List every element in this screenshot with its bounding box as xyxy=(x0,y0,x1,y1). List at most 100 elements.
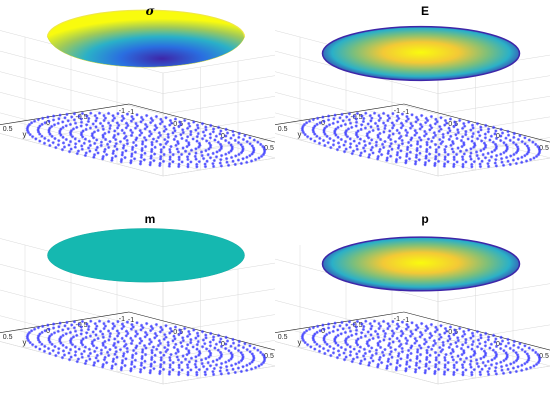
data-point xyxy=(171,339,175,343)
data-point xyxy=(72,112,77,116)
data-point xyxy=(142,158,146,162)
data-point xyxy=(480,367,484,371)
data-point xyxy=(103,324,108,328)
data-point xyxy=(140,357,144,361)
data-point xyxy=(425,143,429,147)
data-point xyxy=(363,143,367,147)
data-point xyxy=(472,349,476,353)
data-point xyxy=(462,141,466,145)
data-point xyxy=(159,117,163,121)
data-point xyxy=(425,348,429,353)
data-point xyxy=(147,134,152,138)
x-axis-line xyxy=(128,311,275,351)
data-point xyxy=(399,126,403,130)
data-point xyxy=(47,346,51,351)
data-point xyxy=(168,148,172,152)
data-point xyxy=(410,113,414,117)
data-point xyxy=(464,338,468,342)
data-point xyxy=(383,126,387,130)
data-point xyxy=(401,331,405,336)
data-point xyxy=(52,123,57,127)
data-point xyxy=(206,361,210,365)
data-point xyxy=(443,327,448,331)
data-point xyxy=(527,346,531,350)
data-point xyxy=(488,138,492,142)
data-point xyxy=(208,353,213,357)
data-point xyxy=(346,335,351,339)
data-point xyxy=(377,326,381,331)
data-point xyxy=(395,327,399,331)
data-point xyxy=(378,147,382,151)
data-point xyxy=(159,150,163,154)
data-point xyxy=(386,357,391,361)
data-point xyxy=(51,118,56,122)
data-point xyxy=(66,119,70,123)
data-point xyxy=(149,364,153,368)
data-point xyxy=(225,157,229,161)
data-point xyxy=(194,147,198,151)
data-point xyxy=(413,133,417,137)
data-point xyxy=(57,139,61,143)
data-point xyxy=(323,340,327,344)
data-point xyxy=(237,339,241,344)
data-point xyxy=(372,319,377,323)
data-point xyxy=(159,358,163,362)
data-point xyxy=(360,322,364,326)
data-point xyxy=(194,151,198,155)
data-point xyxy=(439,349,443,354)
data-point xyxy=(113,337,117,341)
data-point xyxy=(453,328,457,332)
data-point xyxy=(431,343,435,348)
data-point xyxy=(243,342,247,346)
data-point xyxy=(505,355,509,359)
y-tick-label: 0 xyxy=(46,328,50,335)
data-point xyxy=(84,127,88,131)
data-point xyxy=(97,319,102,323)
data-point xyxy=(390,355,394,359)
data-point xyxy=(120,153,124,157)
data-point xyxy=(483,340,487,344)
data-point xyxy=(168,157,172,161)
data-point xyxy=(363,126,368,130)
data-point xyxy=(163,333,167,337)
data-point xyxy=(126,331,130,336)
data-point xyxy=(418,145,423,149)
data-point xyxy=(207,355,211,359)
data-point xyxy=(211,151,215,155)
data-point xyxy=(183,326,187,331)
data-point xyxy=(504,357,508,361)
data-point xyxy=(189,356,194,360)
data-point xyxy=(133,150,137,154)
data-point xyxy=(139,328,143,332)
data-point xyxy=(331,329,335,333)
data-point xyxy=(451,150,455,154)
data-point xyxy=(148,129,152,134)
data-point xyxy=(158,371,162,376)
data-point xyxy=(168,150,172,154)
data-point xyxy=(186,157,190,162)
data-point xyxy=(230,353,234,357)
data-point xyxy=(102,358,106,362)
data-point xyxy=(450,355,454,359)
data-point xyxy=(130,147,135,152)
data-point xyxy=(523,362,527,366)
data-point xyxy=(204,128,208,132)
data-point xyxy=(418,353,423,357)
data-point xyxy=(423,337,427,342)
data-point xyxy=(467,120,471,124)
data-point xyxy=(454,341,458,345)
data-point xyxy=(159,325,163,329)
data-point xyxy=(407,140,411,145)
data-point xyxy=(96,336,100,341)
data-point xyxy=(332,117,336,121)
data-point xyxy=(358,345,362,349)
data-point xyxy=(406,325,410,329)
data-point xyxy=(452,157,456,162)
data-point xyxy=(363,149,367,153)
data-point xyxy=(195,135,199,139)
data-point xyxy=(486,151,490,155)
y-axis-line xyxy=(275,103,405,125)
data-point xyxy=(69,355,73,359)
data-point xyxy=(409,122,413,126)
data-point xyxy=(460,144,464,149)
